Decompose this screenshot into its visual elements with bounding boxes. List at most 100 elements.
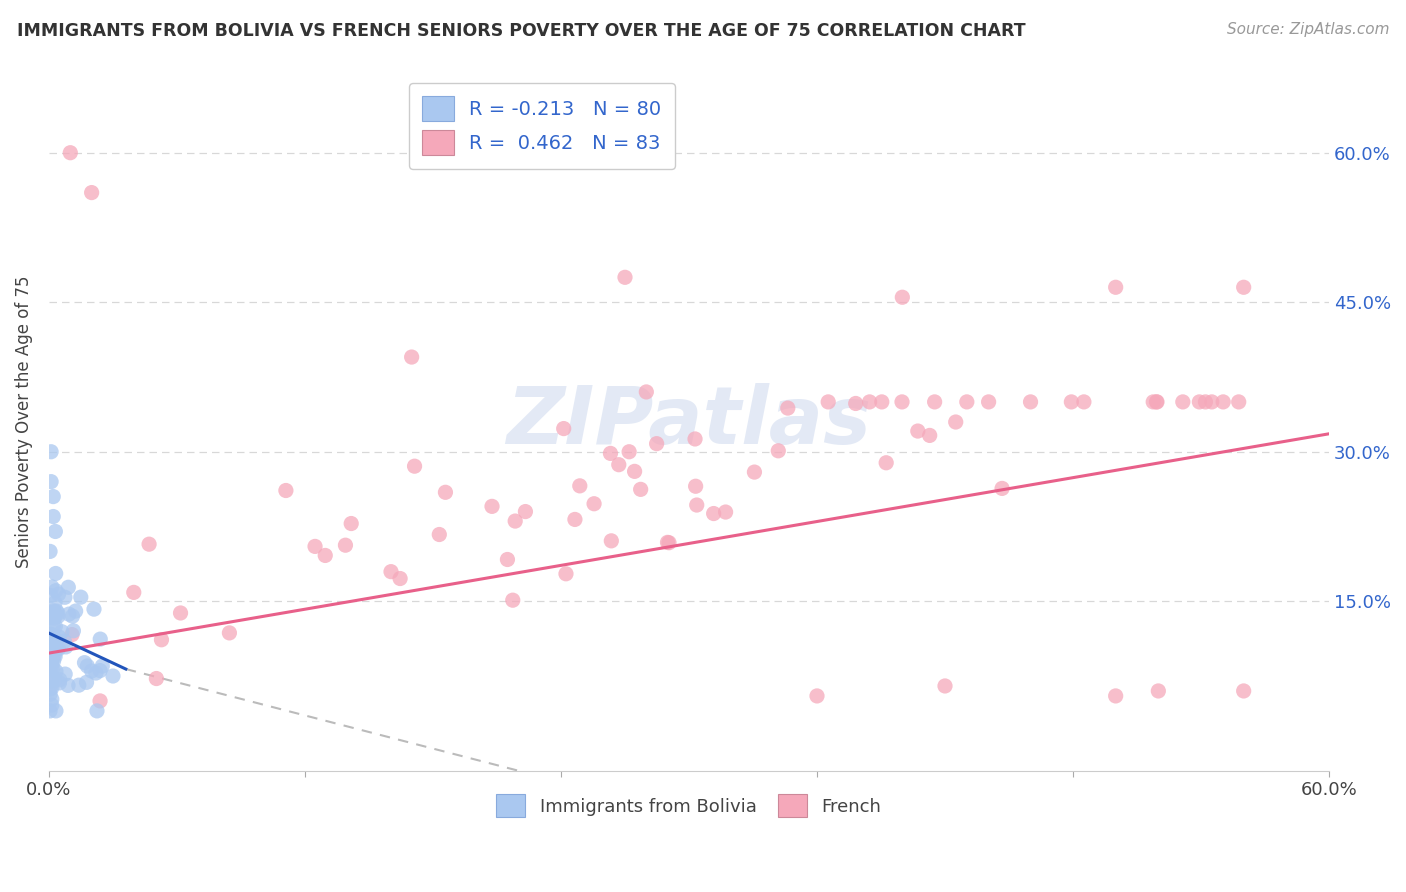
- Legend: Immigrants from Bolivia, French: Immigrants from Bolivia, French: [489, 787, 889, 824]
- Point: [46, 607, 69, 621]
- Point: [45, 566, 67, 581]
- Point: [817, 395, 839, 409]
- Point: [53, 634, 76, 648]
- Point: [39, 704, 62, 718]
- Point: [335, 538, 357, 552]
- Point: [870, 395, 893, 409]
- Point: [1019, 395, 1042, 409]
- Point: [39, 645, 62, 659]
- Point: [39, 475, 62, 489]
- Point: [658, 535, 681, 549]
- Point: [645, 436, 668, 450]
- Point: [44, 648, 66, 663]
- Point: [42, 490, 65, 504]
- Point: [45, 583, 67, 598]
- Point: [502, 593, 524, 607]
- Point: [150, 632, 173, 647]
- Point: [51, 624, 73, 639]
- Point: [91, 659, 114, 673]
- Point: [918, 428, 941, 442]
- Point: [89, 632, 111, 646]
- Point: [80, 186, 103, 200]
- Point: [1060, 395, 1083, 409]
- Point: [39, 607, 62, 621]
- Point: [1146, 395, 1168, 409]
- Point: [39, 444, 62, 458]
- Text: ZIPatlas: ZIPatlas: [506, 383, 872, 461]
- Point: [768, 443, 790, 458]
- Point: [630, 483, 652, 497]
- Point: [45, 604, 67, 618]
- Point: [907, 424, 929, 438]
- Point: [62, 609, 84, 624]
- Point: [1171, 395, 1194, 409]
- Point: [218, 626, 240, 640]
- Point: [1233, 684, 1256, 698]
- Point: [703, 507, 725, 521]
- Point: [858, 395, 880, 409]
- Point: [1073, 395, 1095, 409]
- Point: [42, 604, 65, 618]
- Point: [44, 524, 66, 539]
- Point: [583, 497, 606, 511]
- Point: [76, 675, 98, 690]
- Point: [42, 608, 65, 623]
- Point: [48, 641, 70, 656]
- Point: [806, 689, 828, 703]
- Point: [89, 664, 111, 678]
- Point: [48, 676, 70, 690]
- Point: [60, 627, 83, 641]
- Point: [956, 395, 979, 409]
- Point: [1227, 395, 1250, 409]
- Point: [45, 642, 67, 657]
- Point: [41, 692, 63, 706]
- Point: [564, 512, 586, 526]
- Point: [427, 527, 450, 541]
- Point: [86, 704, 108, 718]
- Point: [56, 678, 79, 692]
- Point: [42, 509, 65, 524]
- Point: [607, 458, 630, 472]
- Point: [48, 630, 70, 644]
- Point: [53, 591, 76, 605]
- Point: [39, 627, 62, 641]
- Point: [776, 401, 799, 415]
- Point: [503, 514, 526, 528]
- Point: [991, 482, 1014, 496]
- Point: [89, 694, 111, 708]
- Point: [101, 669, 124, 683]
- Point: [314, 549, 336, 563]
- Point: [76, 659, 98, 673]
- Point: [685, 479, 707, 493]
- Point: [169, 606, 191, 620]
- Point: [39, 667, 62, 681]
- Point: [683, 432, 706, 446]
- Point: [599, 446, 621, 460]
- Point: [39, 687, 62, 701]
- Point: [41, 580, 63, 594]
- Point: [42, 661, 65, 675]
- Point: [304, 540, 326, 554]
- Point: [44, 606, 66, 620]
- Point: [496, 552, 519, 566]
- Point: [714, 505, 737, 519]
- Point: [1146, 395, 1168, 409]
- Point: [481, 500, 503, 514]
- Point: [41, 673, 63, 688]
- Point: [600, 533, 623, 548]
- Point: [340, 516, 363, 531]
- Point: [44, 611, 66, 625]
- Point: [44, 596, 66, 610]
- Point: [145, 672, 167, 686]
- Point: [636, 384, 658, 399]
- Point: [65, 604, 87, 618]
- Point: [1194, 395, 1216, 409]
- Point: [55, 640, 77, 654]
- Point: [945, 415, 967, 429]
- Point: [42, 632, 65, 646]
- Point: [58, 607, 80, 621]
- Point: [1188, 395, 1211, 409]
- Point: [45, 704, 67, 718]
- Point: [58, 580, 80, 594]
- Point: [48, 587, 70, 601]
